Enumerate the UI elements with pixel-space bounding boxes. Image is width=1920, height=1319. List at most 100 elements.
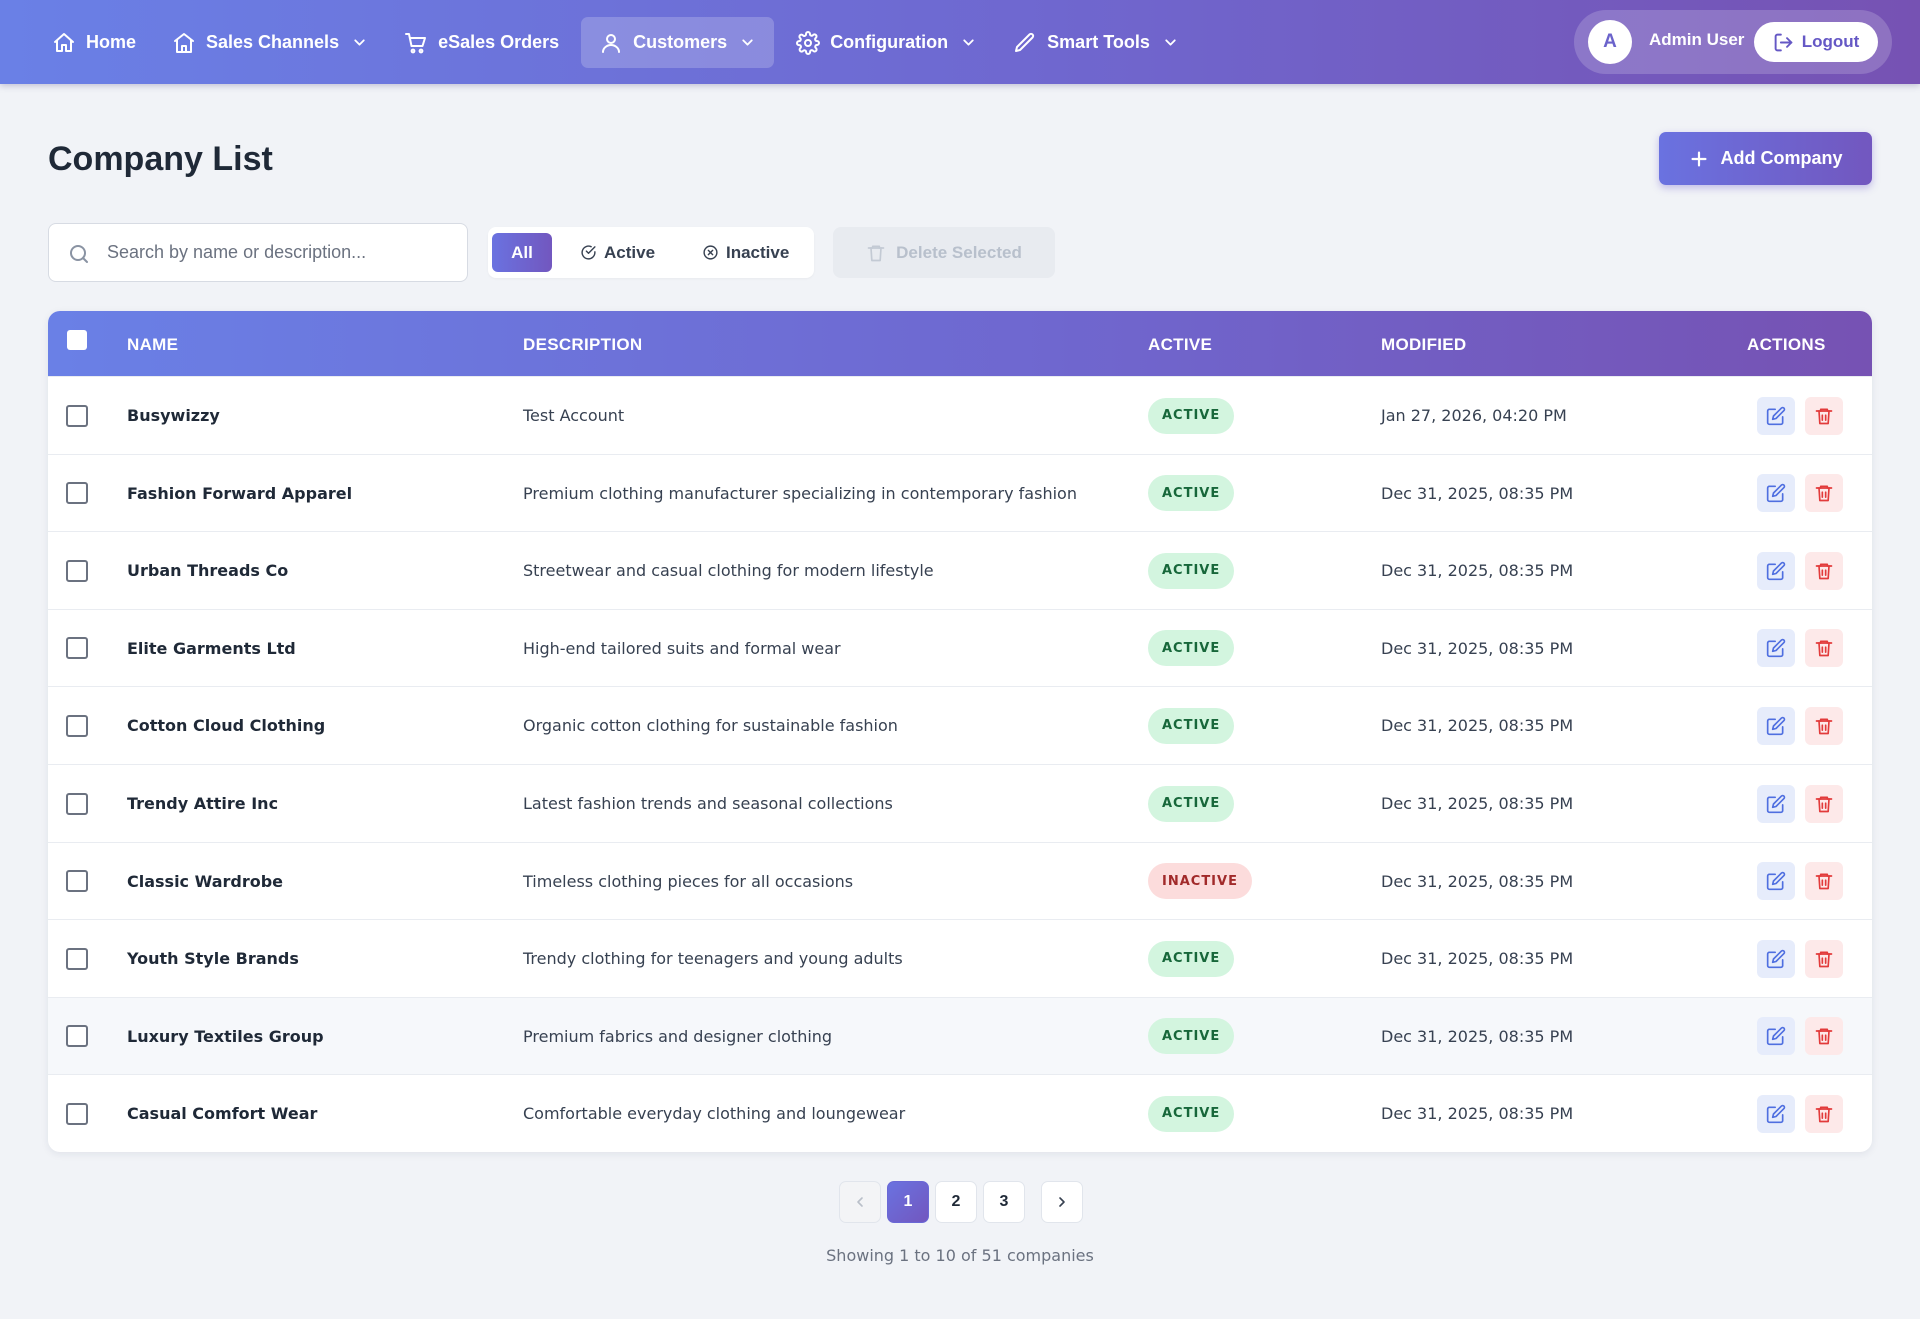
filter-inactive-label: Inactive xyxy=(726,242,790,262)
trash-icon xyxy=(1815,951,1833,968)
status-badge: ACTIVE xyxy=(1148,552,1235,589)
delete-selected-button[interactable]: Delete Selected xyxy=(833,227,1055,278)
table-row[interactable]: Fashion Forward Apparel Premium clothing … xyxy=(48,453,1872,532)
status-badge: ACTIVE xyxy=(1148,707,1235,744)
modified-date: Dec 31, 2025, 08:35 PM xyxy=(1381,1026,1574,1046)
company-description: Premium fabrics and designer clothing xyxy=(523,1026,833,1046)
select-all-checkbox[interactable] xyxy=(67,330,87,350)
column-header-name[interactable]: NAME xyxy=(127,335,179,354)
table-row[interactable]: Cotton Cloud Clothing Organic cotton clot… xyxy=(48,686,1872,764)
avatar[interactable]: A xyxy=(1588,20,1632,64)
modified-date: Dec 31, 2025, 08:35 PM xyxy=(1381,871,1574,891)
row-checkbox[interactable] xyxy=(66,714,88,737)
row-checkbox[interactable] xyxy=(66,792,88,815)
edit-icon xyxy=(1766,483,1786,503)
delete-button[interactable] xyxy=(1805,474,1843,513)
delete-button[interactable] xyxy=(1805,1094,1843,1133)
row-checkbox[interactable] xyxy=(66,637,88,660)
logout-button[interactable]: Logout xyxy=(1754,22,1878,62)
prev-page-button[interactable] xyxy=(839,1181,881,1223)
filter-active-button[interactable]: Active xyxy=(580,233,655,272)
row-checkbox[interactable] xyxy=(66,404,88,427)
delete-button[interactable] xyxy=(1805,396,1843,435)
pagination-summary: Showing 1 to 10 of 51 companies xyxy=(826,1246,1094,1265)
delete-button[interactable] xyxy=(1805,629,1843,668)
table-row[interactable]: Casual Comfort Wear Comfortable everyday … xyxy=(48,1074,1872,1152)
edit-button[interactable] xyxy=(1757,939,1795,978)
edit-icon xyxy=(1766,639,1786,658)
delete-button[interactable] xyxy=(1805,939,1843,978)
next-page-button[interactable] xyxy=(1041,1181,1083,1223)
delete-selected-label: Delete Selected xyxy=(896,242,1022,262)
user-name: Admin User xyxy=(1649,30,1745,49)
company-name: Elite Garments Ltd xyxy=(127,638,296,658)
trash-icon xyxy=(1815,485,1833,502)
table-row[interactable]: Luxury Textiles Group Premium fabrics and… xyxy=(48,996,1872,1075)
column-header-modified[interactable]: MODIFIED xyxy=(1381,335,1467,354)
nav-item-esales-orders[interactable]: eSales Orders xyxy=(390,17,573,68)
nav-item-sales-channels[interactable]: Sales Channels xyxy=(158,17,382,68)
modified-date: Dec 31, 2025, 08:35 PM xyxy=(1381,483,1574,503)
company-name: Luxury Textiles Group xyxy=(127,1026,324,1046)
nav-item-home[interactable]: Home xyxy=(38,17,150,68)
row-checkbox[interactable] xyxy=(66,870,88,893)
page-button-3[interactable]: 3 xyxy=(983,1181,1025,1223)
status-badge: ACTIVE xyxy=(1148,630,1235,667)
edit-button[interactable] xyxy=(1757,1094,1795,1133)
page-button-1[interactable]: 1 xyxy=(887,1181,929,1223)
status-badge: ACTIVE xyxy=(1148,475,1235,512)
user-menu: A Admin User Logout xyxy=(1574,10,1892,74)
company-name: Classic Wardrobe xyxy=(127,871,284,891)
delete-button[interactable] xyxy=(1805,1017,1843,1056)
delete-button[interactable] xyxy=(1805,784,1843,823)
nav-item-label: Configuration xyxy=(830,32,949,52)
modified-date: Dec 31, 2025, 08:35 PM xyxy=(1381,561,1574,581)
edit-button[interactable] xyxy=(1757,862,1795,901)
edit-button[interactable] xyxy=(1757,1017,1795,1056)
row-checkbox[interactable] xyxy=(66,482,88,505)
nav-item-configuration[interactable]: Configuration xyxy=(782,17,991,68)
table-row[interactable]: Youth Style Brands Trendy clothing for te… xyxy=(48,919,1872,997)
edit-button[interactable] xyxy=(1757,551,1795,590)
add-company-button[interactable]: Add Company xyxy=(1659,132,1872,185)
table-row[interactable]: Urban Threads Co Streetwear and casual cl… xyxy=(48,531,1872,609)
row-checkbox[interactable] xyxy=(66,1025,88,1048)
edit-button[interactable] xyxy=(1757,629,1795,668)
filter-all-button[interactable]: All xyxy=(492,233,552,272)
column-header-description[interactable]: DESCRIPTION xyxy=(523,335,643,354)
chevron-down-icon xyxy=(1165,39,1176,46)
delete-button[interactable] xyxy=(1805,862,1843,901)
edit-button[interactable] xyxy=(1757,784,1795,823)
nav-item-smart-tools[interactable]: Smart Tools xyxy=(999,17,1193,68)
edit-icon xyxy=(1766,1027,1786,1046)
edit-button[interactable] xyxy=(1757,474,1795,513)
edit-icon xyxy=(1766,406,1786,425)
company-name: Urban Threads Co xyxy=(127,561,289,581)
nav-item-customers[interactable]: Customers xyxy=(581,17,775,68)
search-input[interactable] xyxy=(107,224,457,280)
modified-date: Dec 31, 2025, 08:35 PM xyxy=(1381,949,1574,969)
check-circle-icon xyxy=(581,245,596,260)
company-name: Fashion Forward Apparel xyxy=(127,483,353,503)
table-row[interactable]: Elite Garments Ltd High-end tailored suit… xyxy=(48,608,1872,687)
delete-button[interactable] xyxy=(1805,706,1843,745)
edit-icon xyxy=(1766,794,1786,813)
edit-button[interactable] xyxy=(1757,706,1795,745)
row-checkbox[interactable] xyxy=(66,559,88,582)
company-description: Trendy clothing for teenagers and young … xyxy=(523,949,903,969)
edit-button[interactable] xyxy=(1757,396,1795,435)
table-row[interactable]: Busywizzy Test Account ACTIVE Jan 27, 2026,… xyxy=(48,376,1872,454)
page-button-2[interactable]: 2 xyxy=(935,1181,977,1223)
company-description: Comfortable everyday clothing and lounge… xyxy=(523,1104,906,1124)
column-header-active[interactable]: ACTIVE xyxy=(1148,335,1213,354)
chevron-down-icon xyxy=(354,39,365,46)
modified-date: Dec 31, 2025, 08:35 PM xyxy=(1381,638,1574,658)
table-row[interactable]: Trendy Attire Inc Latest fashion trends a… xyxy=(48,764,1872,842)
row-checkbox[interactable] xyxy=(66,1102,88,1125)
table-row[interactable]: Classic Wardrobe Timeless clothing pieces… xyxy=(48,841,1872,920)
delete-button[interactable] xyxy=(1805,551,1843,590)
modified-date: Dec 31, 2025, 08:35 PM xyxy=(1381,716,1574,736)
row-checkbox[interactable] xyxy=(66,947,88,970)
filter-inactive-button[interactable]: Inactive xyxy=(702,233,789,272)
chevron-down-icon xyxy=(742,39,753,46)
